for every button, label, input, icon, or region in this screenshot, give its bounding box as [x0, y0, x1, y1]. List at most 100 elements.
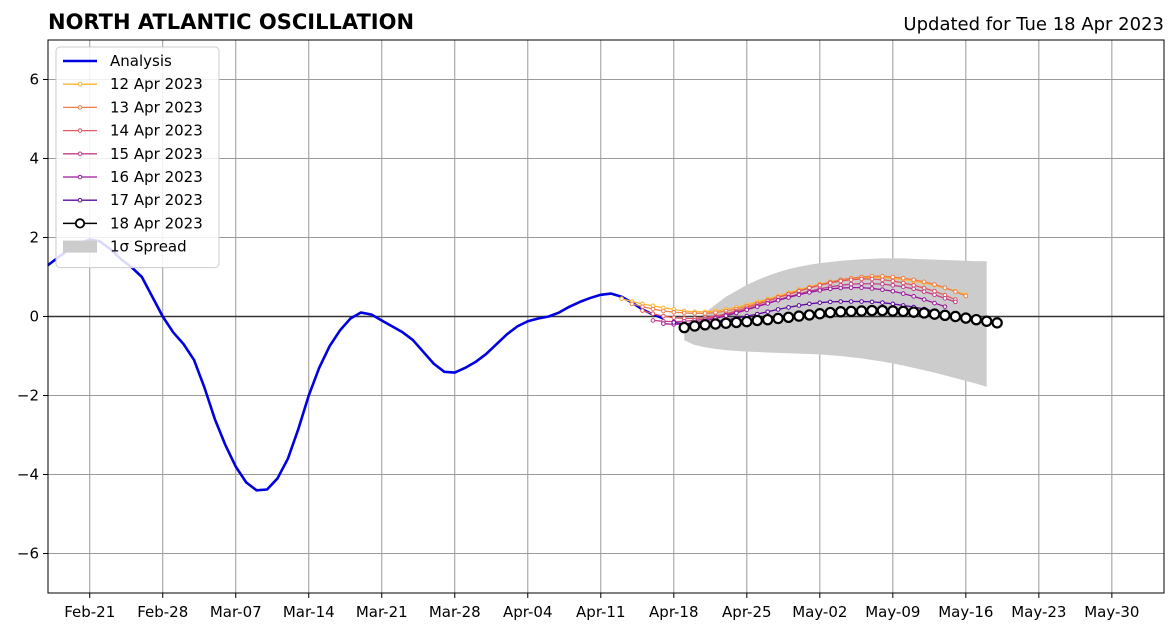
forecast-point [880, 300, 885, 305]
forecast-point [869, 276, 875, 282]
y-tick-label: 0 [29, 308, 39, 326]
forecast-point [807, 290, 812, 295]
legend-box [55, 46, 220, 269]
legend-label: 17 Apr 2023 [110, 191, 203, 209]
forecast-point [890, 274, 896, 280]
legend-marker [77, 174, 83, 180]
forecast-point [900, 280, 906, 286]
forecast-point [960, 312, 972, 324]
legend-label: 15 Apr 2023 [110, 145, 203, 163]
legend-marker [74, 218, 86, 229]
forecast-point [880, 281, 885, 287]
legend-entry: 14 Apr 2023 [63, 122, 203, 140]
forecast-point [900, 284, 906, 290]
forecast-point [890, 278, 896, 284]
forecast-point [907, 306, 920, 318]
x-tick-label: Feb-21 [64, 603, 115, 621]
forecast-point [803, 309, 816, 321]
forecast-point [751, 314, 763, 327]
forecast-point [921, 279, 927, 285]
forecast-point [814, 308, 826, 320]
forecast-point [838, 278, 843, 284]
forecast-point [859, 281, 864, 287]
chart-subtitle: Updated for Tue 18 Apr 2023 [903, 14, 1164, 35]
x-tick-label: Apr-04 [503, 603, 553, 621]
forecast-point [723, 313, 729, 319]
forecast-point [869, 286, 875, 291]
forecast-point [838, 285, 843, 291]
forecast-point [890, 301, 896, 307]
forecast-point [772, 312, 784, 325]
forecast-point [970, 313, 982, 326]
x-tick-label: May-16 [938, 603, 993, 621]
forecast-point [939, 309, 951, 322]
forecast-point [692, 311, 697, 316]
forecast-point [807, 301, 812, 307]
forecast-point [953, 289, 958, 294]
legend-entry: 16 Apr 2023 [63, 168, 203, 186]
forecast-point [775, 307, 781, 312]
forecast-point [699, 319, 711, 331]
forecast-point [928, 308, 941, 320]
forecast-point [932, 292, 937, 298]
forecast-point [671, 320, 677, 325]
forecast-point [859, 285, 864, 290]
forecast-point [786, 305, 791, 310]
forecast-point [949, 310, 962, 323]
forecast-point [942, 285, 948, 290]
forecast-point [848, 277, 854, 283]
forecast-point [730, 316, 743, 329]
legend-label: 18 Apr 2023 [110, 214, 203, 232]
legend-entry: 15 Apr 2023 [63, 145, 203, 163]
forecast-point [661, 308, 666, 314]
x-tick-label: Mar-21 [356, 603, 408, 621]
legend-swatch [63, 240, 97, 253]
forecast-point [688, 320, 701, 332]
forecast-point [880, 277, 885, 283]
forecast-lines [619, 273, 1003, 334]
y-tick-label: −6 [17, 545, 39, 563]
analysis-line [47, 238, 664, 492]
forecast-point [671, 309, 677, 315]
forecast-point [838, 299, 843, 304]
forecast-point [629, 301, 635, 307]
forecast-point [887, 305, 899, 317]
legend-marker [77, 128, 83, 133]
forecast-point [661, 313, 666, 319]
y-tick-label: −4 [17, 466, 39, 484]
forecast-point [900, 275, 906, 281]
forecast-point [855, 305, 868, 317]
legend-entry: 17 Apr 2023 [63, 191, 203, 209]
forecast-point [640, 304, 645, 309]
legend-entry: 13 Apr 2023 [63, 98, 203, 116]
x-tick-label: Mar-14 [283, 603, 335, 621]
y-tick-label: 2 [29, 229, 39, 247]
forecast-point [859, 276, 864, 282]
forecast-point [650, 306, 656, 312]
legend-label: 16 Apr 2023 [110, 168, 203, 186]
forecast-point [918, 307, 930, 319]
forecast-point [953, 299, 958, 305]
x-tick-label: Apr-18 [649, 603, 699, 621]
forecast-point [880, 287, 885, 292]
forecast-point [817, 300, 823, 305]
forecast-point [921, 289, 927, 294]
analysis-series-line [47, 238, 664, 492]
legend-entry: 12 Apr 2023 [63, 75, 203, 93]
forecast-point [911, 294, 916, 299]
forecast-point [911, 277, 916, 283]
legend-marker [77, 81, 83, 87]
forecast-point [942, 296, 948, 301]
forecast-point [678, 321, 690, 334]
forecast-point [817, 288, 823, 293]
legend-label: Analysis [110, 52, 172, 70]
forecast-point [796, 303, 802, 308]
forecast-point [866, 304, 878, 317]
legend-label: 12 Apr 2023 [110, 75, 203, 93]
forecast-point [869, 299, 875, 305]
forecast-point [991, 317, 1003, 329]
forecast-line [663, 287, 946, 326]
forecast-point [890, 282, 896, 288]
forecast-point [619, 296, 624, 302]
